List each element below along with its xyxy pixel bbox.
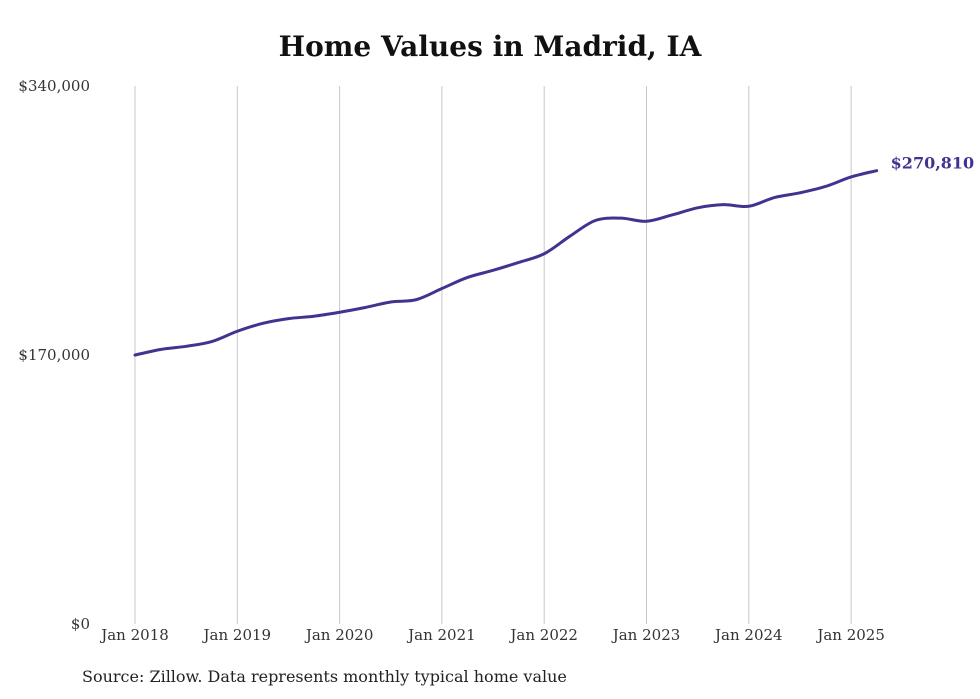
x-tick-label: Jan 2024	[713, 626, 783, 644]
chart-title: Home Values in Madrid, IA	[278, 30, 702, 63]
x-tick-label: Jan 2023	[611, 626, 681, 644]
x-tick-label: Jan 2021	[406, 626, 476, 644]
end-value-label: $270,810	[891, 154, 975, 173]
x-tick-label: Jan 2019	[202, 626, 272, 644]
x-tick-label: Jan 2025	[815, 626, 885, 644]
source-note: Source: Zillow. Data represents monthly …	[82, 667, 567, 686]
y-tick-label: $340,000	[18, 77, 90, 95]
x-tick-label: Jan 2022	[508, 626, 578, 644]
y-tick-label: $0	[71, 615, 90, 633]
x-tick-label: Jan 2018	[99, 626, 169, 644]
series-line	[133, 169, 879, 357]
y-tick-label: $170,000	[18, 346, 90, 364]
x-tick-label: Jan 2020	[304, 626, 374, 644]
